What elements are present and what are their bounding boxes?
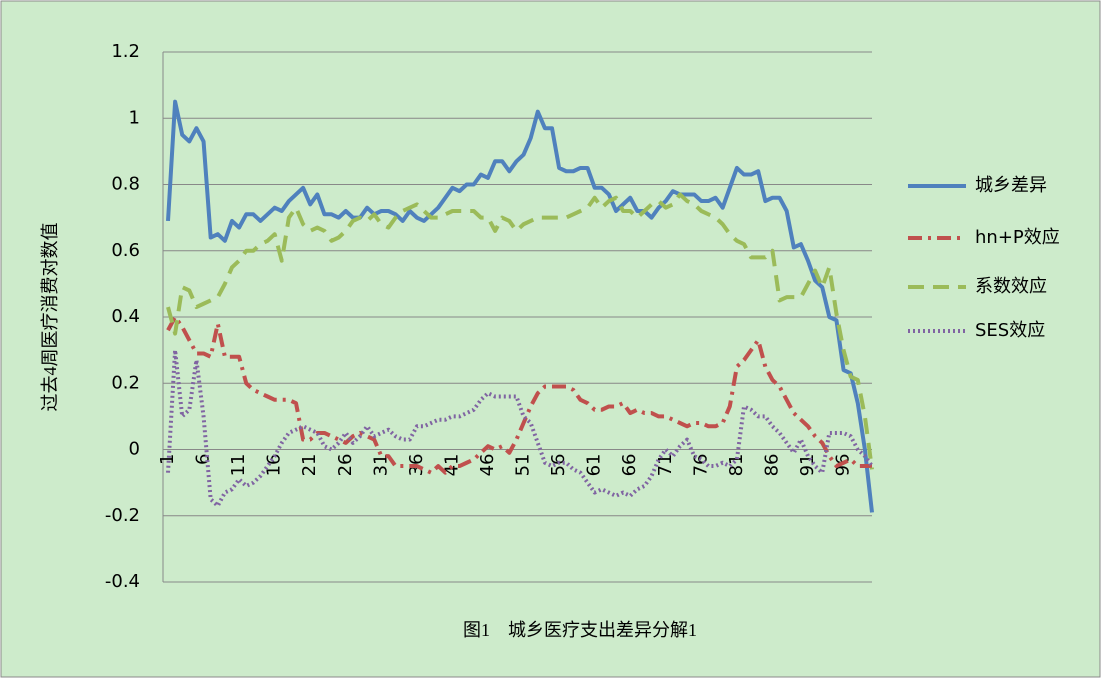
x-tick-label: 66 bbox=[619, 454, 640, 477]
x-tick-label: 91 bbox=[797, 454, 818, 477]
x-tick-label: 86 bbox=[761, 454, 782, 477]
chart-title: 图1 城乡医疗支出差异分解1 bbox=[463, 620, 697, 640]
y-tick-label: 0.4 bbox=[111, 306, 140, 327]
x-tick-label: 16 bbox=[264, 454, 285, 477]
legend-label: 城乡差异 bbox=[975, 175, 1047, 196]
y-tick-label: 0.6 bbox=[111, 240, 140, 261]
x-tick-label: 51 bbox=[513, 454, 534, 477]
y-tick-label: -0.2 bbox=[105, 505, 140, 526]
x-tick-label: 21 bbox=[299, 454, 320, 477]
x-tick-label: 41 bbox=[441, 454, 462, 477]
legend-label: SES效应 bbox=[975, 320, 1045, 341]
x-tick-label: 26 bbox=[335, 454, 356, 477]
x-tick-label: 71 bbox=[655, 454, 676, 477]
legend-label: 系数效应 bbox=[975, 276, 1047, 297]
series-line bbox=[166, 99, 874, 513]
x-tick-label: 31 bbox=[370, 454, 391, 477]
x-tick-label: 46 bbox=[477, 454, 498, 477]
y-tick-label: 0.2 bbox=[111, 372, 140, 393]
x-tick-label: 11 bbox=[228, 454, 249, 477]
series-line bbox=[166, 348, 874, 508]
legend-label: hn+P效应 bbox=[975, 227, 1060, 248]
y-tick-label: -0.4 bbox=[105, 571, 140, 592]
x-tick-label: 6 bbox=[193, 454, 214, 465]
series-line bbox=[166, 315, 872, 475]
x-tick-label: 61 bbox=[584, 454, 605, 477]
x-tick-label: 76 bbox=[690, 454, 711, 477]
y-axis-title: 过去4周医疗消费对数值 bbox=[40, 223, 60, 412]
x-tick-label: 1 bbox=[157, 454, 178, 465]
series-line bbox=[166, 192, 874, 470]
y-tick-label: 1.2 bbox=[111, 41, 140, 62]
y-tick-label: 1 bbox=[129, 107, 140, 128]
y-tick-label: 0 bbox=[129, 439, 140, 460]
y-tick-label: 0.8 bbox=[111, 174, 140, 195]
x-tick-label: 81 bbox=[726, 454, 747, 477]
